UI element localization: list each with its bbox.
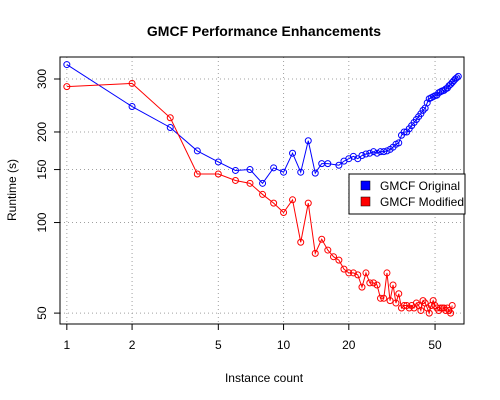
x-tick-label: 10 — [277, 338, 291, 352]
y-tick-label: 150 — [35, 159, 49, 179]
x-tick-label: 20 — [342, 338, 356, 352]
legend: GMCF Original GMCF Modified — [349, 174, 465, 214]
series-original — [64, 62, 461, 187]
x-tick-label: 2 — [129, 338, 136, 352]
x-tick-label: 50 — [428, 338, 442, 352]
y-tick-label: 50 — [35, 306, 49, 320]
y-tick-label: 200 — [35, 122, 49, 142]
y-tick-label: 100 — [35, 212, 49, 232]
chart-title: GMCF Performance Enhancements — [147, 23, 381, 39]
x-axis: 1 2 5 10 20 50 — [63, 324, 442, 352]
legend-swatch-original — [361, 181, 370, 190]
x-tick-label: 5 — [215, 338, 222, 352]
legend-swatch-modified — [361, 197, 370, 206]
y-axis: 50 100 150 200 300 — [35, 69, 60, 320]
y-tick-label: 300 — [35, 69, 49, 89]
legend-label-modified: GMCF Modified — [380, 195, 464, 209]
x-tick-label: 1 — [63, 338, 70, 352]
series-line-original — [67, 65, 458, 184]
y-axis-label: Runtime (s) — [5, 159, 19, 221]
legend-label-original: GMCF Original — [380, 179, 460, 193]
x-axis-label: Instance count — [225, 371, 304, 385]
